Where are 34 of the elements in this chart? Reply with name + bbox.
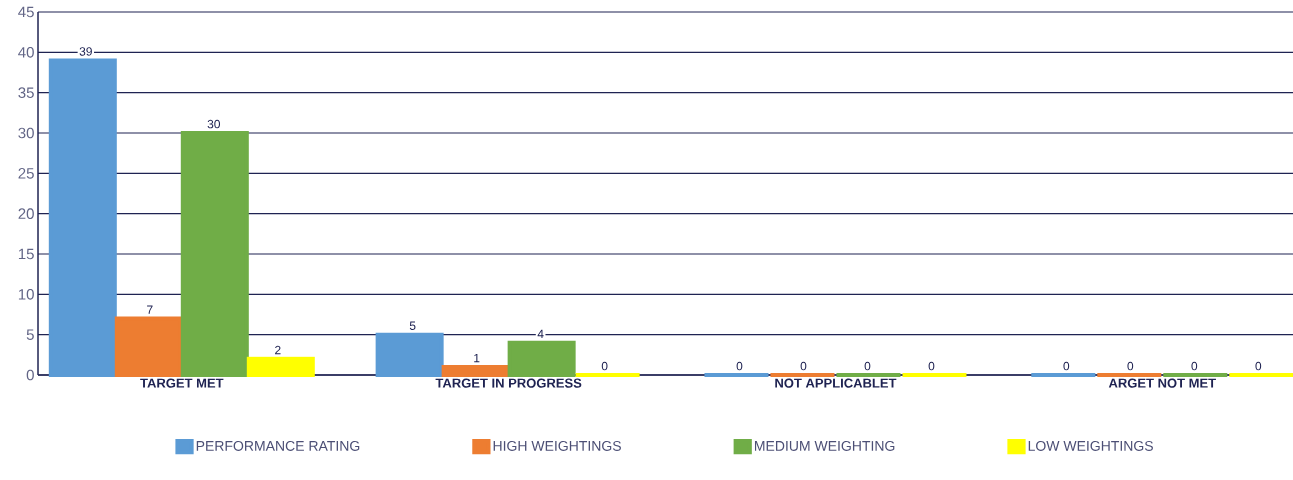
y-tick-label: 40: [18, 47, 34, 58]
data-label: 0: [1255, 361, 1262, 371]
y-tick-label: 30: [18, 127, 34, 139]
data-label: 0: [1063, 361, 1070, 371]
data-label: 0: [928, 361, 935, 371]
y-tick-label: 0: [26, 369, 34, 381]
y-tick-label: 15: [18, 248, 34, 260]
y-tick-label: 20: [18, 208, 34, 219]
data-label: 2: [275, 345, 281, 355]
data-label: 4: [537, 329, 544, 339]
y-tick-label: 25: [18, 168, 34, 179]
data-label: 0: [736, 361, 743, 371]
data-label: 7: [147, 305, 153, 314]
data-label: 0: [1127, 361, 1134, 371]
legend-label: HIGH WEIGHTINGS: [493, 440, 621, 451]
y-tick-label: 5: [26, 329, 34, 340]
data-label: 0: [800, 361, 807, 371]
data-label: 39: [79, 47, 92, 56]
legend-label: PERFORMANCE RATING: [196, 440, 360, 451]
data-label: 0: [864, 361, 871, 371]
x-tick-label: ARGET NOT MET: [1108, 378, 1216, 388]
y-tick-label: 45: [18, 6, 34, 18]
data-label: 0: [1191, 361, 1198, 371]
y-tick-label: 10: [18, 289, 34, 300]
x-tick-label: NOT APPLICABLET: [775, 378, 897, 388]
data-label: 5: [409, 321, 416, 330]
data-label: 1: [474, 353, 480, 363]
data-label: 30: [207, 119, 221, 129]
legend-label: LOW WEIGHTINGS: [1028, 440, 1153, 451]
legend-label: MEDIUM WEIGHTING: [754, 440, 895, 451]
y-tick-label: 35: [18, 87, 34, 98]
x-tick-label: TARGET MET: [140, 378, 224, 388]
data-label: 0: [601, 361, 608, 371]
x-tick-label: TARGET IN PROGRESS: [435, 378, 582, 388]
